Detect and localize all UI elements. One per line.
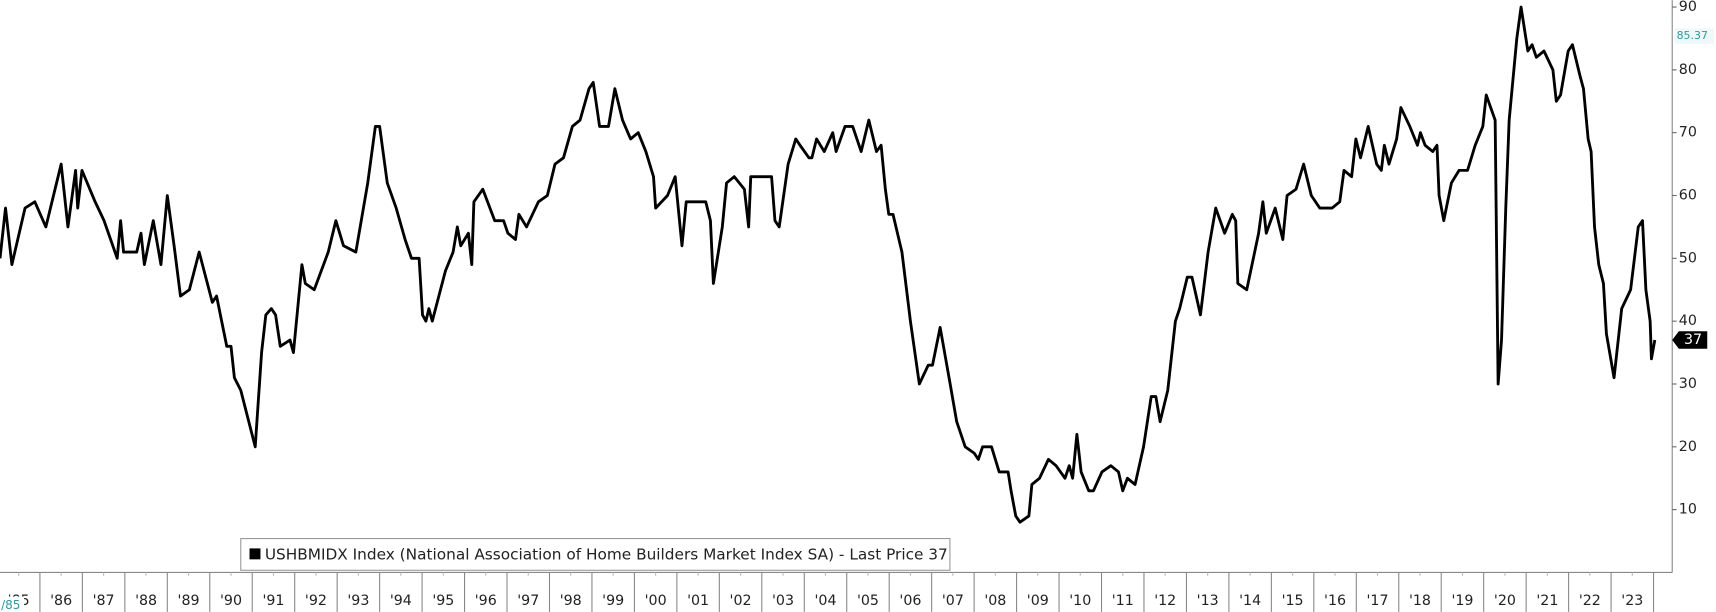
start-label-bg <box>0 596 25 612</box>
x-tick-label: '14 <box>1239 593 1261 609</box>
last-price-label: 37 <box>1684 332 1702 348</box>
y-tick-label: 10 <box>1679 502 1697 518</box>
x-tick-label: '09 <box>1027 593 1049 609</box>
x-tick-label: '92 <box>305 593 327 609</box>
x-tick-label: '08 <box>984 593 1006 609</box>
x-tick-label: '17 <box>1367 593 1389 609</box>
x-tick-label: '03 <box>772 593 794 609</box>
x-tick-label: '12 <box>1154 593 1176 609</box>
x-tick-label: '97 <box>517 593 539 609</box>
legend-box <box>240 538 951 571</box>
x-tick-label: '19 <box>1451 593 1473 609</box>
legend-swatch <box>249 548 261 560</box>
marker-label: 85.37 <box>1677 29 1708 42</box>
y-tick-label: 40 <box>1679 313 1697 329</box>
x-tick-label: '11 <box>1112 593 1134 609</box>
x-tick-label: '00 <box>645 593 667 609</box>
x-tick-label: '13 <box>1197 593 1219 609</box>
x-tick-label: '05 <box>857 593 879 609</box>
y-tick-label: 50 <box>1679 250 1697 266</box>
x-tick-label: '16 <box>1324 593 1346 609</box>
x-tick-label: '98 <box>560 593 582 609</box>
x-tick-label: '06 <box>899 593 921 609</box>
x-tick-label: '21 <box>1536 593 1558 609</box>
x-tick-label: '89 <box>178 593 200 609</box>
y-tick-label: 80 <box>1679 62 1697 78</box>
x-tick-label: '90 <box>220 593 242 609</box>
y-tick-label: 20 <box>1679 439 1697 455</box>
last-price-bg <box>1672 331 1708 349</box>
x-tick-label: '01 <box>687 593 709 609</box>
x-tick-label: '20 <box>1494 593 1516 609</box>
x-tick-label: '02 <box>730 593 752 609</box>
y-tick-label: 30 <box>1679 376 1697 392</box>
series-line <box>0 5 1657 524</box>
y-tick-label: 90 <box>1679 0 1697 15</box>
x-tick-label: '15 <box>1282 593 1304 609</box>
x-tick-label: '10 <box>1069 593 1091 609</box>
x-tick-label: '88 <box>135 593 157 609</box>
x-tick-label: '99 <box>602 593 624 609</box>
start-label: 1/85 <box>0 598 20 612</box>
x-tick-label: '86 <box>50 593 72 609</box>
y-tick-label: 70 <box>1679 125 1697 141</box>
x-tick-label: '04 <box>814 593 836 609</box>
x-tick-label: '91 <box>262 593 284 609</box>
x-tick-label: '23 <box>1621 593 1643 609</box>
x-tick-label: '94 <box>390 593 412 609</box>
x-tick-label: '18 <box>1409 593 1431 609</box>
x-tick-label: '93 <box>347 593 369 609</box>
marker-label-bg <box>1674 28 1714 44</box>
x-tick-label: '22 <box>1579 593 1601 609</box>
x-tick-label: '96 <box>475 593 497 609</box>
x-tick-label: '07 <box>942 593 964 609</box>
legend: USHBMIDX Index (National Association of … <box>240 538 951 571</box>
y-tick-label: 60 <box>1679 188 1697 204</box>
legend-label: USHBMIDX Index (National Association of … <box>265 545 948 563</box>
x-tick-label: '87 <box>93 593 115 609</box>
x-tick-label: '95 <box>432 593 454 609</box>
